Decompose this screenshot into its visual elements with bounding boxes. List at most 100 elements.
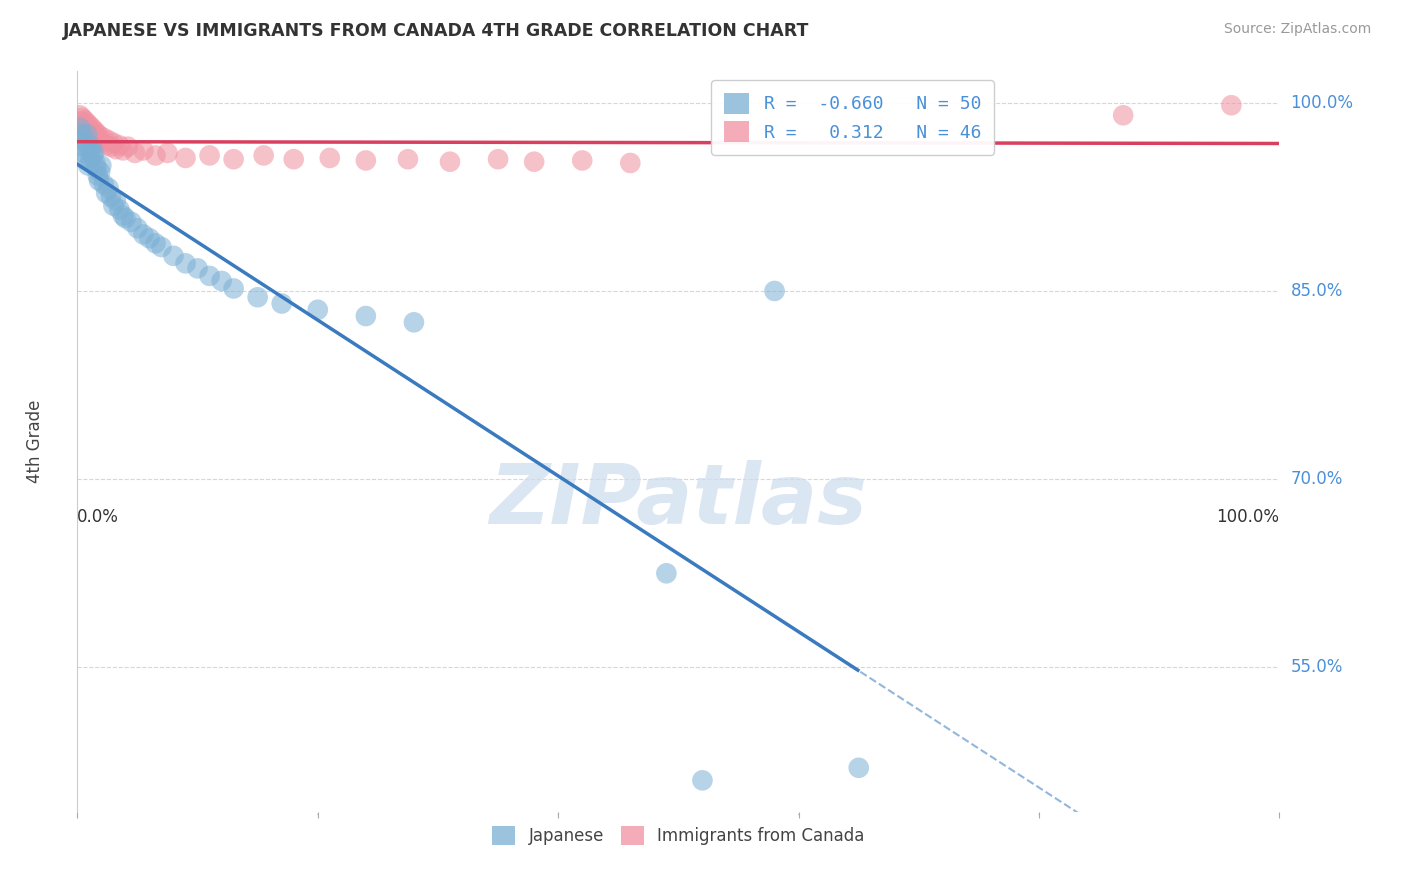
Point <box>86 161 108 175</box>
Point <box>86 126 108 140</box>
Point <box>156 145 179 160</box>
Text: JAPANESE VS IMMIGRANTS FROM CANADA 4TH GRADE CORRELATION CHART: JAPANESE VS IMMIGRANTS FROM CANADA 4TH G… <box>63 22 810 40</box>
Point <box>83 123 105 137</box>
Point <box>619 156 641 170</box>
Point <box>80 139 103 153</box>
Point <box>70 133 93 147</box>
Point <box>108 202 131 217</box>
Point <box>73 145 96 160</box>
Point <box>90 159 112 173</box>
Point <box>145 236 167 251</box>
Point <box>692 773 714 788</box>
Point <box>162 249 184 263</box>
Point <box>83 145 105 160</box>
Point <box>319 151 342 165</box>
Point <box>96 138 118 153</box>
Point <box>100 139 122 153</box>
Point <box>253 148 276 162</box>
Point <box>198 268 221 283</box>
Point <box>246 290 269 304</box>
Point <box>354 309 377 323</box>
Point <box>402 315 425 329</box>
Point <box>108 138 131 153</box>
Point <box>87 173 110 187</box>
Point <box>69 108 91 122</box>
Text: 100.0%: 100.0% <box>1216 508 1279 526</box>
Point <box>72 118 94 132</box>
Point <box>283 152 305 166</box>
Point <box>77 159 100 173</box>
Point <box>103 199 125 213</box>
Point <box>77 123 100 137</box>
Point <box>87 169 110 183</box>
Point <box>87 133 110 147</box>
Point <box>90 136 112 150</box>
Point <box>222 281 245 295</box>
Point <box>84 156 107 170</box>
Point <box>145 148 167 162</box>
Point <box>124 145 146 160</box>
Point <box>97 181 120 195</box>
Point <box>763 284 786 298</box>
Point <box>138 231 160 245</box>
Point <box>1112 108 1135 122</box>
Point <box>96 186 118 200</box>
Point <box>132 227 155 242</box>
Point <box>82 127 104 141</box>
Point <box>75 152 97 166</box>
Point <box>111 209 134 223</box>
Point <box>186 261 209 276</box>
Text: 70.0%: 70.0% <box>1291 470 1343 488</box>
Point <box>270 296 292 310</box>
Point <box>307 302 329 317</box>
Point <box>76 116 98 130</box>
Point <box>79 126 101 140</box>
Point <box>76 136 98 150</box>
Point <box>70 111 93 125</box>
Point <box>72 139 94 153</box>
Text: 85.0%: 85.0% <box>1291 282 1343 300</box>
Text: 100.0%: 100.0% <box>1291 94 1354 112</box>
Point <box>97 133 120 147</box>
Point <box>174 151 197 165</box>
Point <box>103 136 125 150</box>
Point <box>571 153 593 168</box>
Point <box>79 152 101 166</box>
Point <box>198 148 221 162</box>
Point <box>79 118 101 132</box>
Point <box>70 114 93 128</box>
Point <box>93 131 115 145</box>
Text: ZIPatlas: ZIPatlas <box>489 460 868 541</box>
Point <box>132 144 155 158</box>
Point <box>174 256 197 270</box>
Point <box>523 154 546 169</box>
Point <box>80 120 103 135</box>
Point <box>1220 98 1243 112</box>
Point <box>82 148 104 162</box>
Point <box>79 144 101 158</box>
Text: Source: ZipAtlas.com: Source: ZipAtlas.com <box>1223 22 1371 37</box>
Point <box>76 127 98 141</box>
Point <box>75 120 97 135</box>
Point <box>87 128 110 143</box>
Legend: Japanese, Immigrants from Canada: Japanese, Immigrants from Canada <box>485 819 872 852</box>
Point <box>70 127 93 141</box>
Point <box>104 194 127 208</box>
Point <box>104 142 127 156</box>
Text: 55.0%: 55.0% <box>1291 658 1343 676</box>
Point <box>211 274 233 288</box>
Point <box>73 113 96 128</box>
Point <box>150 240 173 254</box>
Point <box>84 131 107 145</box>
Point <box>111 144 134 158</box>
Point <box>120 215 142 229</box>
Point <box>93 178 115 192</box>
Point <box>117 139 139 153</box>
Point <box>69 120 91 135</box>
Text: 4th Grade: 4th Grade <box>27 400 44 483</box>
Point <box>89 165 111 179</box>
Point <box>439 154 461 169</box>
Point <box>396 152 419 166</box>
Text: 0.0%: 0.0% <box>77 508 120 526</box>
Point <box>127 221 149 235</box>
